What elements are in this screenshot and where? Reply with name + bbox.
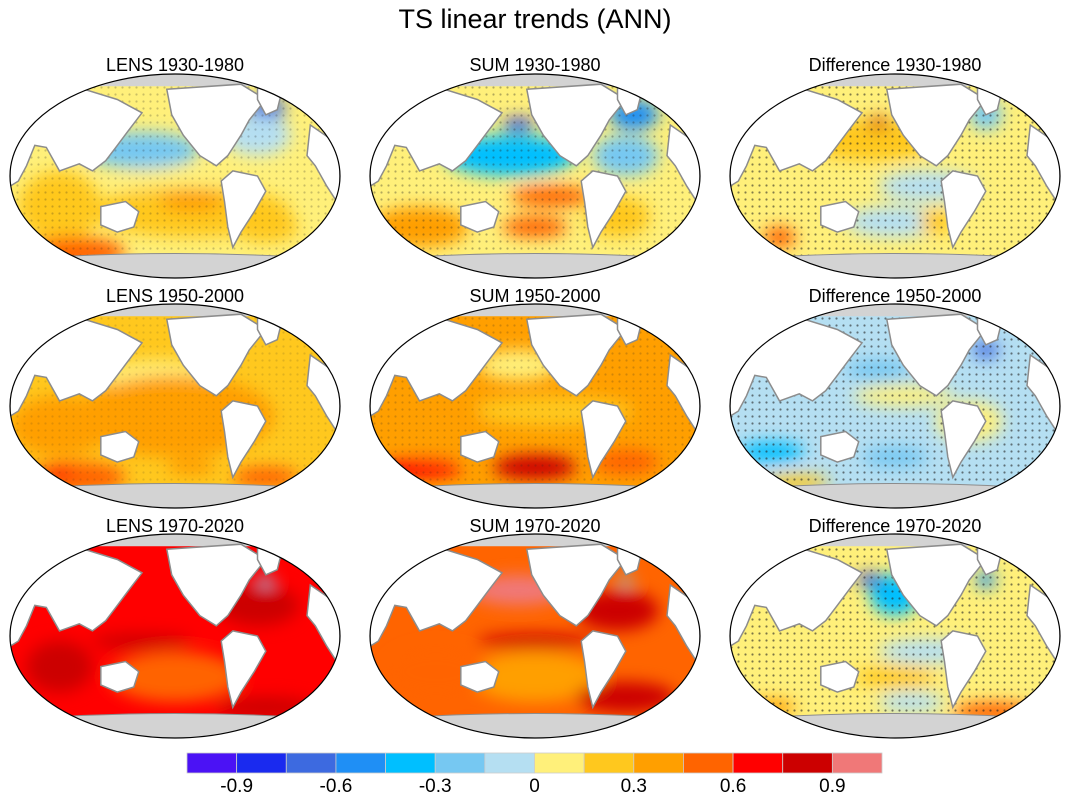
continent xyxy=(100,660,140,693)
trend-region xyxy=(259,574,273,586)
colorbar-swatch xyxy=(385,752,436,774)
colorbar-swatch xyxy=(236,752,287,774)
antarctica xyxy=(730,483,1060,508)
colorbar-swatch xyxy=(285,752,337,774)
continent xyxy=(580,400,627,480)
arctic-ice xyxy=(730,534,1060,547)
panel-title-diff-1950: Difference 1950-2000 xyxy=(808,286,982,306)
panel-title-sum-1970: SUM 1970-2020 xyxy=(469,516,601,536)
colorbar-swatch xyxy=(186,752,238,774)
map-panel-lens-1950 xyxy=(9,303,341,509)
colorbar xyxy=(186,752,883,774)
arctic-ice xyxy=(10,304,340,317)
panel-title-diff-1930: Difference 1930-1980 xyxy=(808,55,982,75)
arctic-ice xyxy=(10,534,340,547)
colorbar-swatch xyxy=(335,752,386,774)
map-outline xyxy=(369,73,701,279)
continent xyxy=(580,170,627,250)
continent xyxy=(820,200,860,233)
colorbar-tick-label: -0.3 xyxy=(418,776,452,797)
continent xyxy=(220,400,267,480)
trend-region xyxy=(26,641,93,693)
panel-title-diff-1970: Difference 1970-2020 xyxy=(808,516,982,536)
panel-title-lens-1930: LENS 1930-1980 xyxy=(105,55,245,75)
map-outline xyxy=(729,303,1061,509)
arctic-ice xyxy=(370,74,700,87)
colorbar-swatch xyxy=(831,752,883,774)
trend-region xyxy=(109,651,241,703)
panel-title-lens-1970: LENS 1970-2020 xyxy=(105,516,245,536)
colorbar-tick-label: 0 xyxy=(529,776,540,797)
continent xyxy=(580,630,627,710)
continent xyxy=(460,660,500,693)
continent xyxy=(820,430,860,463)
map-panel-sum-1970 xyxy=(369,533,701,739)
colorbar-tick-label: 0.6 xyxy=(719,776,747,797)
colorbar-swatch xyxy=(534,752,585,774)
map-outline xyxy=(9,303,341,509)
figure-title: TS linear trends (ANN) xyxy=(398,4,672,34)
continent xyxy=(100,430,140,463)
continent xyxy=(460,200,500,233)
map-panel-diff-1930 xyxy=(729,73,1061,279)
map-outline xyxy=(369,303,701,509)
arctic-ice xyxy=(370,304,700,317)
panel-title-lens-1950: LENS 1950-2000 xyxy=(105,286,245,306)
arctic-ice xyxy=(730,304,1060,317)
colorbar-tick-label: 0.9 xyxy=(819,776,846,797)
arctic-ice xyxy=(10,74,340,87)
continent xyxy=(940,170,987,250)
colorbar-swatch xyxy=(782,752,833,774)
trend-region xyxy=(477,633,593,649)
continent xyxy=(940,630,987,710)
continent xyxy=(820,660,860,693)
map-panel-lens-1930 xyxy=(9,73,341,279)
continent xyxy=(220,170,267,250)
colorbar-swatch xyxy=(732,752,784,774)
map-outline xyxy=(729,73,1061,279)
colorbar-swatch xyxy=(484,752,535,774)
colorbar-tick-label: -0.6 xyxy=(319,776,353,797)
colorbar-swatch xyxy=(434,752,486,774)
panel-title-sum-1950: SUM 1950-2000 xyxy=(469,286,601,306)
antarctica xyxy=(730,253,1060,278)
continent xyxy=(220,630,267,710)
map-outline xyxy=(9,533,341,739)
colorbar-tick-label: -0.9 xyxy=(220,776,254,797)
antarctica xyxy=(730,713,1060,738)
continent xyxy=(940,400,987,480)
colorbar-swatch xyxy=(633,752,684,774)
continent xyxy=(460,430,500,463)
antarctica xyxy=(10,713,340,738)
map-panel-sum-1930 xyxy=(369,73,701,279)
colorbar-swatch xyxy=(683,752,734,774)
antarctica xyxy=(10,483,340,508)
map-panel-diff-1970 xyxy=(729,533,1061,739)
colorbar-tick-label: 0.3 xyxy=(620,776,647,797)
antarctica xyxy=(370,253,700,278)
continent xyxy=(100,200,140,233)
map-panel-sum-1950 xyxy=(369,303,701,509)
trend-region xyxy=(92,632,192,650)
trend-region xyxy=(619,574,633,586)
map-outline xyxy=(369,533,701,739)
arctic-ice xyxy=(730,74,1060,87)
panel-title-sum-1930: SUM 1930-1980 xyxy=(469,55,601,75)
map-panel-lens-1970 xyxy=(9,533,341,739)
map-panel-diff-1950 xyxy=(729,303,1061,509)
colorbar-swatch xyxy=(583,752,635,774)
map-outline xyxy=(729,533,1061,739)
antarctica xyxy=(10,253,340,278)
antarctica xyxy=(370,713,700,738)
map-outline xyxy=(9,73,341,279)
arctic-ice xyxy=(370,534,700,547)
antarctica xyxy=(370,483,700,508)
trend-region xyxy=(469,651,601,703)
